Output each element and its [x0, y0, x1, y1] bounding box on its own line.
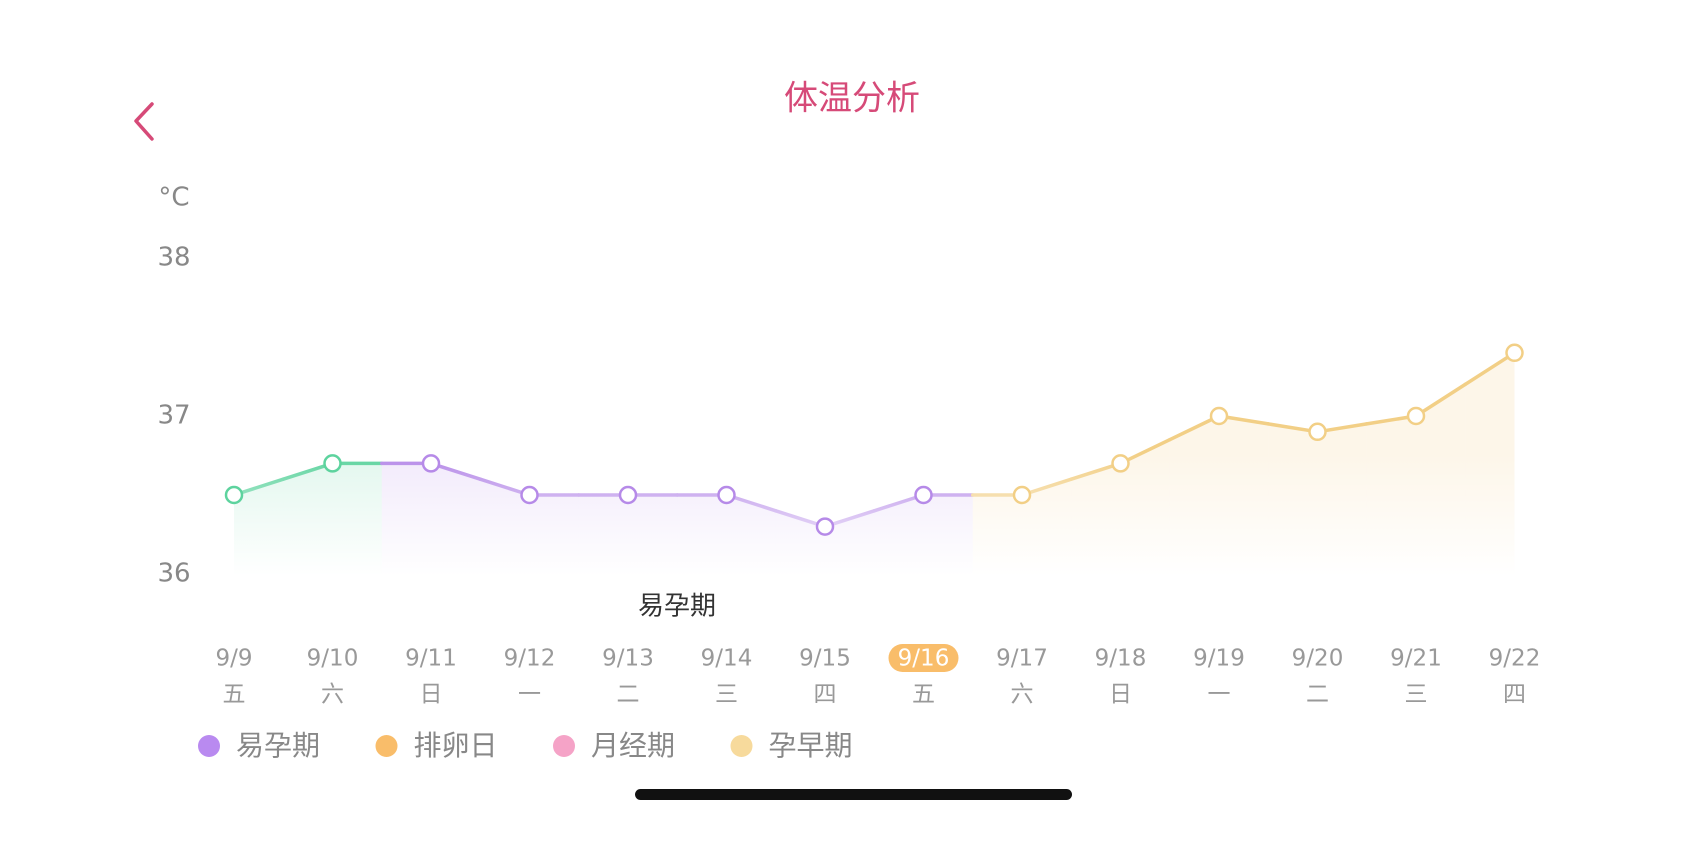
- point: [224, 485, 244, 505]
- point: [717, 485, 736, 505]
- x-tick-label: 9/21: [1390, 646, 1442, 672]
- legend-label: 排卵日: [414, 729, 498, 762]
- y-unit: °C: [158, 183, 189, 213]
- legend-swatch: [553, 735, 575, 757]
- weekday-label: 一: [1208, 682, 1231, 708]
- point: [1209, 406, 1229, 426]
- x-tick-label: 9/14: [701, 646, 753, 672]
- page-title: 体温分析: [784, 79, 920, 119]
- weekday-label: 四: [1503, 682, 1526, 708]
- weekday-label: 三: [715, 682, 738, 708]
- point: [1406, 406, 1426, 426]
- line-segment: [1414, 382, 1467, 418]
- point: [1012, 485, 1032, 505]
- x-tick-label: 9/13: [602, 646, 654, 672]
- weekday-label: 一: [518, 682, 541, 708]
- weekday-label: 二: [617, 682, 640, 708]
- x-tick-label: 9/10: [307, 646, 359, 672]
- y-tick-label: 38: [157, 243, 190, 273]
- x-tick-label: 9/9: [215, 646, 252, 672]
- point: [520, 485, 539, 505]
- back-button[interactable]: [134, 102, 154, 141]
- x-tick-label: 9/11: [405, 646, 457, 672]
- weekday-label: 三: [1405, 682, 1428, 708]
- legend-label: 易孕期: [236, 729, 320, 762]
- legend-swatch: [730, 735, 753, 757]
- weekday-label: 五: [912, 682, 935, 708]
- x-tick-label: 9/19: [1193, 646, 1245, 672]
- legend-label: 月经期: [591, 729, 675, 762]
- weekday-label: 六: [1011, 682, 1034, 708]
- point: [815, 517, 835, 536]
- line-segment: [1463, 351, 1517, 387]
- point: [914, 485, 933, 505]
- y-tick-label: 37: [157, 401, 190, 431]
- area-fade: [200, 454, 1650, 576]
- point: [1505, 343, 1524, 363]
- weekday-label: 二: [1306, 682, 1329, 708]
- x-tick-label: 9/17: [996, 646, 1048, 672]
- legend-swatch: [375, 735, 398, 757]
- x-tick-label: 9/16: [898, 646, 950, 672]
- weekday-label: 日: [1109, 682, 1132, 708]
- x-tick-label: 9/22: [1489, 646, 1541, 672]
- weekday-label: 六: [321, 682, 344, 708]
- legend-swatch: [198, 735, 220, 757]
- x-tick-label: 9/20: [1292, 646, 1344, 672]
- date-highlight: [888, 644, 959, 672]
- home-indicator: [635, 789, 1072, 800]
- point: [618, 485, 638, 505]
- weekday-label: 日: [420, 682, 443, 708]
- point: [421, 454, 441, 473]
- y-tick-label: 36: [157, 559, 190, 589]
- point: [1111, 454, 1130, 473]
- annotation: 易孕期: [638, 592, 716, 622]
- point: [1308, 422, 1327, 442]
- x-tick-label: 9/12: [504, 646, 556, 672]
- x-tick-label: 9/18: [1095, 646, 1147, 672]
- x-tick-label: 9/15: [799, 646, 851, 672]
- weekday-label: 四: [814, 682, 837, 708]
- point: [323, 454, 342, 473]
- legend-label: 孕早期: [769, 729, 853, 762]
- weekday-label: 五: [223, 682, 246, 708]
